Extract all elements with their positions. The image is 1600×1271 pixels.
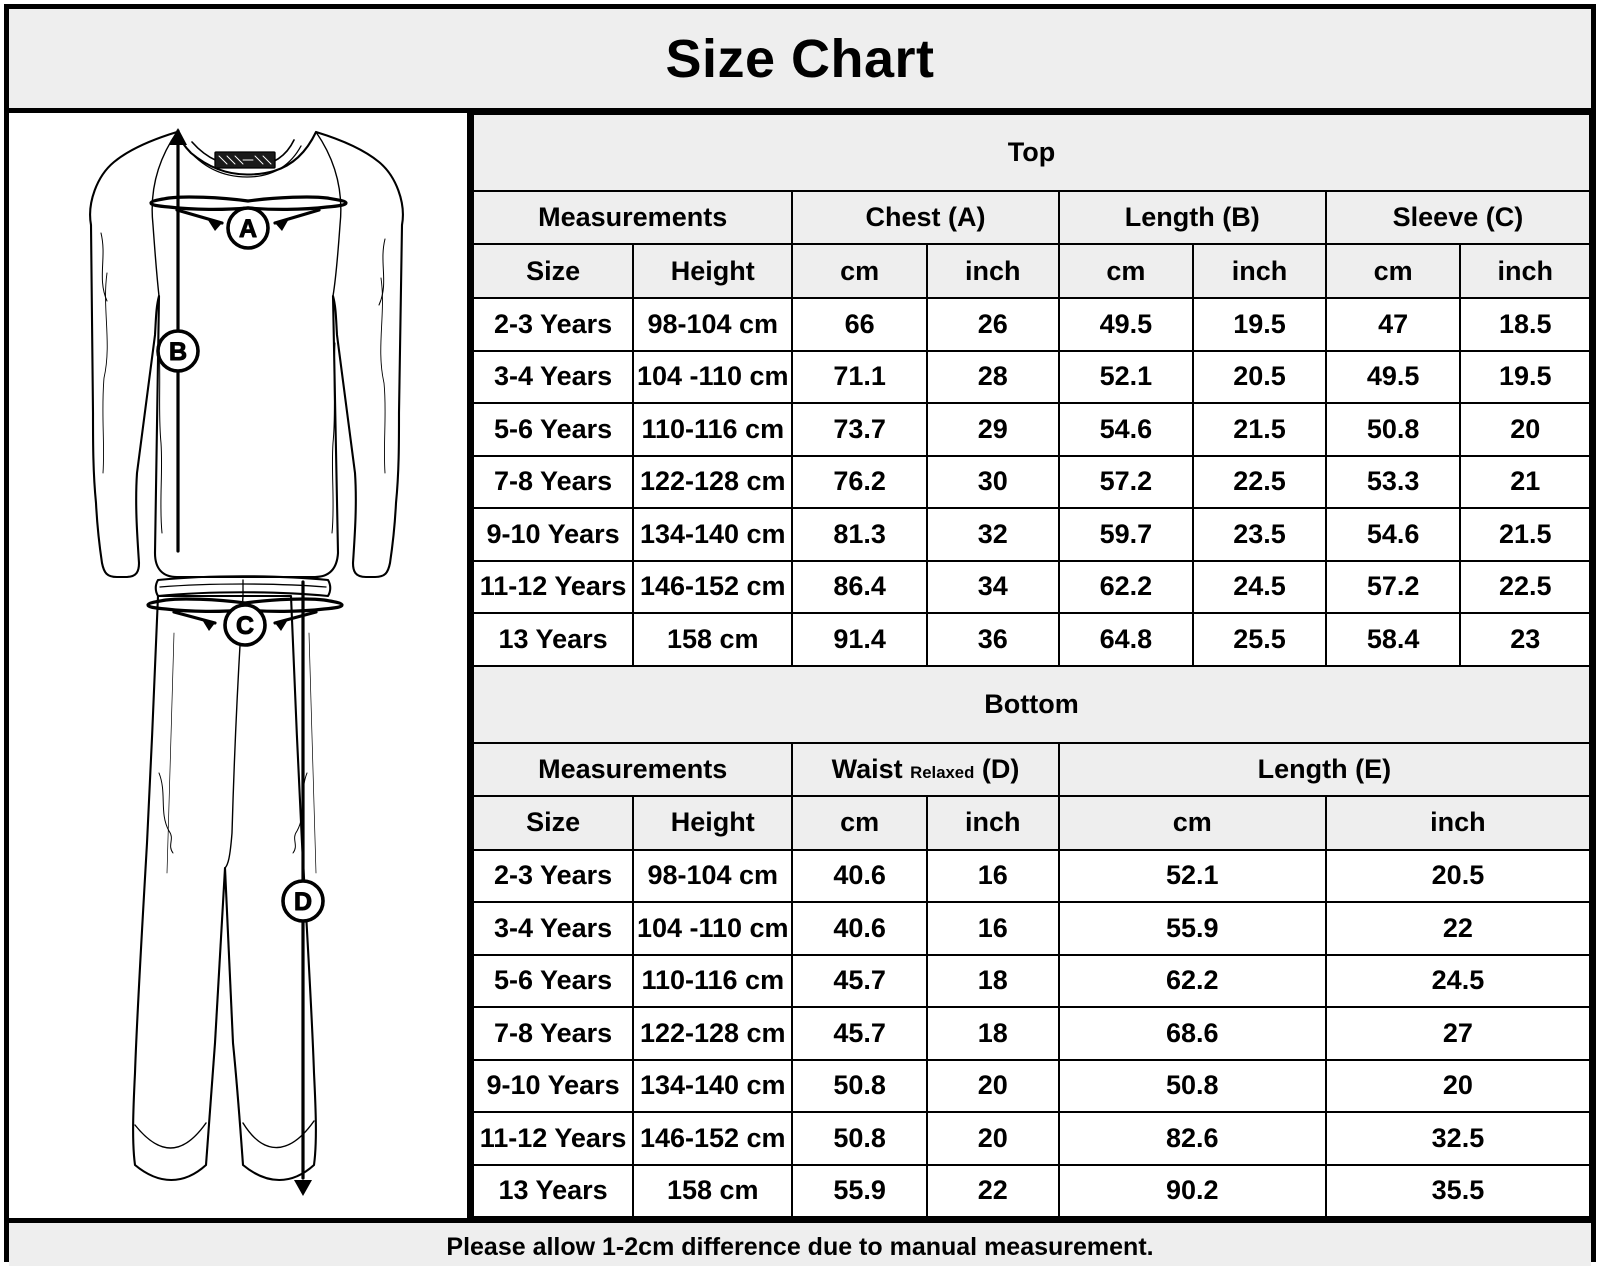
svg-text:D: D <box>294 888 312 916</box>
svg-text:A: A <box>239 215 257 243</box>
svg-text:B: B <box>169 338 187 366</box>
svg-text:C: C <box>236 612 254 640</box>
